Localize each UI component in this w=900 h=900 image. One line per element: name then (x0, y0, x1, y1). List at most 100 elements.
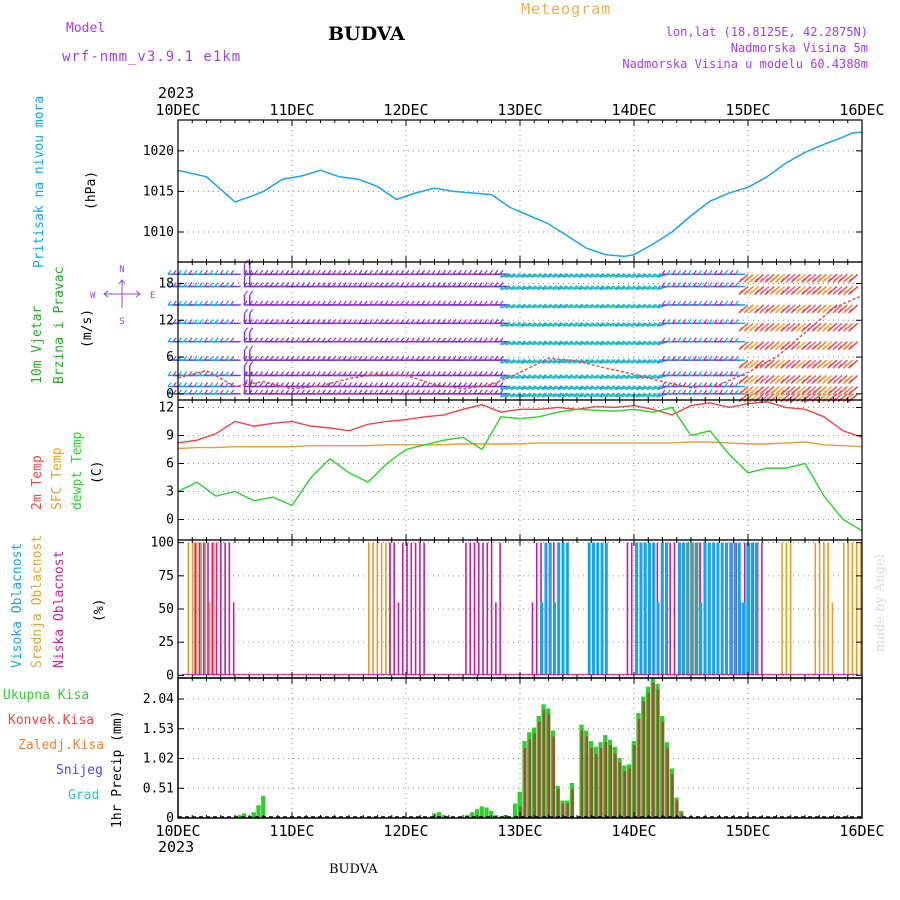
wind-barb-flag (306, 282, 311, 287)
wind-barb-flag (754, 345, 759, 351)
wind-barb-flag (594, 272, 599, 278)
wind-barb-flag (462, 282, 467, 287)
wind-barb-flag (274, 371, 279, 376)
wind-barb-flag (656, 392, 661, 398)
wind-barb-flag (500, 374, 504, 379)
wind-barb-flag (557, 303, 562, 309)
day-label-top: 12DEC (383, 101, 428, 119)
wind-speed-line (177, 295, 863, 390)
wind-barb-flag (832, 379, 837, 384)
wind-barb-flag (280, 371, 285, 376)
wind-barb-flag (447, 389, 452, 395)
wind-barb-flag (489, 337, 494, 343)
wind-barb (552, 385, 563, 391)
wind-barb-flag (806, 363, 811, 369)
wind-barb-flag (483, 269, 488, 275)
wind-barb (526, 359, 537, 364)
wind-barb-flag (311, 282, 316, 287)
wind-barb-flag (759, 326, 764, 332)
wind-barb-flag (204, 282, 209, 287)
wind-barb-flag (661, 389, 666, 395)
cloud-bar (703, 542, 707, 676)
wind-barb-flag (614, 392, 619, 398)
wind-barb-flag (253, 389, 258, 395)
wind-barb-flag (557, 272, 562, 278)
wind-barb-flag (816, 363, 821, 369)
wind-barb-flag (806, 379, 811, 384)
wind-barb-flag (209, 382, 214, 387)
wind-barb-flag (410, 300, 415, 306)
wind-barb-flag (363, 337, 368, 343)
wind-barb-flag (244, 308, 248, 314)
wind-barb-flag (353, 269, 358, 275)
wind-barb-flag (811, 277, 816, 283)
wind-barb-flag (395, 269, 400, 275)
wind-barb-flag (374, 337, 379, 343)
wind-barb-flag (290, 337, 295, 343)
wind-barb (505, 322, 516, 328)
cloud-bar (380, 542, 383, 676)
wind-barb-flag (536, 272, 541, 278)
day-label-top: 11DEC (269, 101, 314, 119)
cloud-bar (746, 542, 750, 676)
wind-barb-flag (578, 303, 583, 309)
wind-barb-flag (368, 337, 373, 343)
wind-barb-flag (489, 371, 494, 376)
wind-barb-flag (635, 285, 640, 290)
wind-barb-flag (801, 345, 806, 351)
wind-barb-flag (311, 269, 316, 275)
wind-barb-flag (379, 269, 384, 275)
wind-barb (599, 304, 610, 309)
wind-barb-flag (321, 355, 326, 361)
wind-barb-flag (204, 269, 209, 275)
wind-barb-flag (183, 269, 188, 275)
wind-barb (630, 285, 642, 291)
wind-barb (515, 393, 527, 398)
wind-barb-flag (505, 374, 510, 379)
wind-barb-flag (204, 355, 209, 361)
wind-barb (542, 385, 553, 391)
wind-barb-flag (713, 337, 718, 343)
wind-barb (604, 322, 616, 328)
wind-barb-flag (368, 382, 373, 387)
wind-barb-flag (447, 300, 452, 306)
wind-barb-flag (738, 290, 743, 295)
wind-barb-flag (204, 318, 209, 324)
wind-barb-flag (295, 318, 300, 324)
wind-barb (610, 393, 621, 398)
cloud-bar (635, 542, 639, 676)
wind-barb-flag (609, 303, 614, 309)
wind-barb-flag (848, 326, 853, 332)
wind-barb-flag (562, 385, 567, 390)
cloud-bar (224, 542, 226, 676)
wind-barb-flag (342, 282, 347, 287)
cloud-bar (200, 542, 202, 676)
wind-barb (625, 273, 637, 278)
wind-barb-flag (462, 318, 467, 324)
precip-conv-bar (595, 753, 598, 818)
wind-barb (578, 359, 590, 364)
wind-barb-flag (620, 340, 625, 346)
wind-barb-flag (594, 321, 599, 327)
wind-barb (615, 374, 626, 380)
wind-barb-flag (248, 389, 253, 395)
wind-barb-flag (473, 389, 478, 395)
wind-barb-flag (183, 337, 188, 343)
wind-barb-flag (253, 337, 258, 343)
wind-barb-flag (478, 318, 483, 324)
wind-barb-flag (214, 300, 219, 306)
wind-barb-flag (588, 392, 593, 398)
wind-barb (568, 285, 579, 291)
wind-barb-flag (280, 337, 285, 343)
wind-barb-flag (188, 282, 193, 287)
wind-barb-flag (843, 277, 847, 283)
wind-barb-flag (848, 308, 853, 314)
wind-barb-flag (198, 269, 203, 275)
wind-barb-flag (368, 269, 373, 275)
wind-barb-flag (358, 355, 363, 361)
wind-barb-flag (583, 303, 588, 309)
wind-barb-flag (400, 337, 405, 343)
wind-barb-flag (692, 371, 697, 376)
wind-barb-flag (754, 379, 759, 384)
wind-barb-flag (661, 382, 666, 387)
